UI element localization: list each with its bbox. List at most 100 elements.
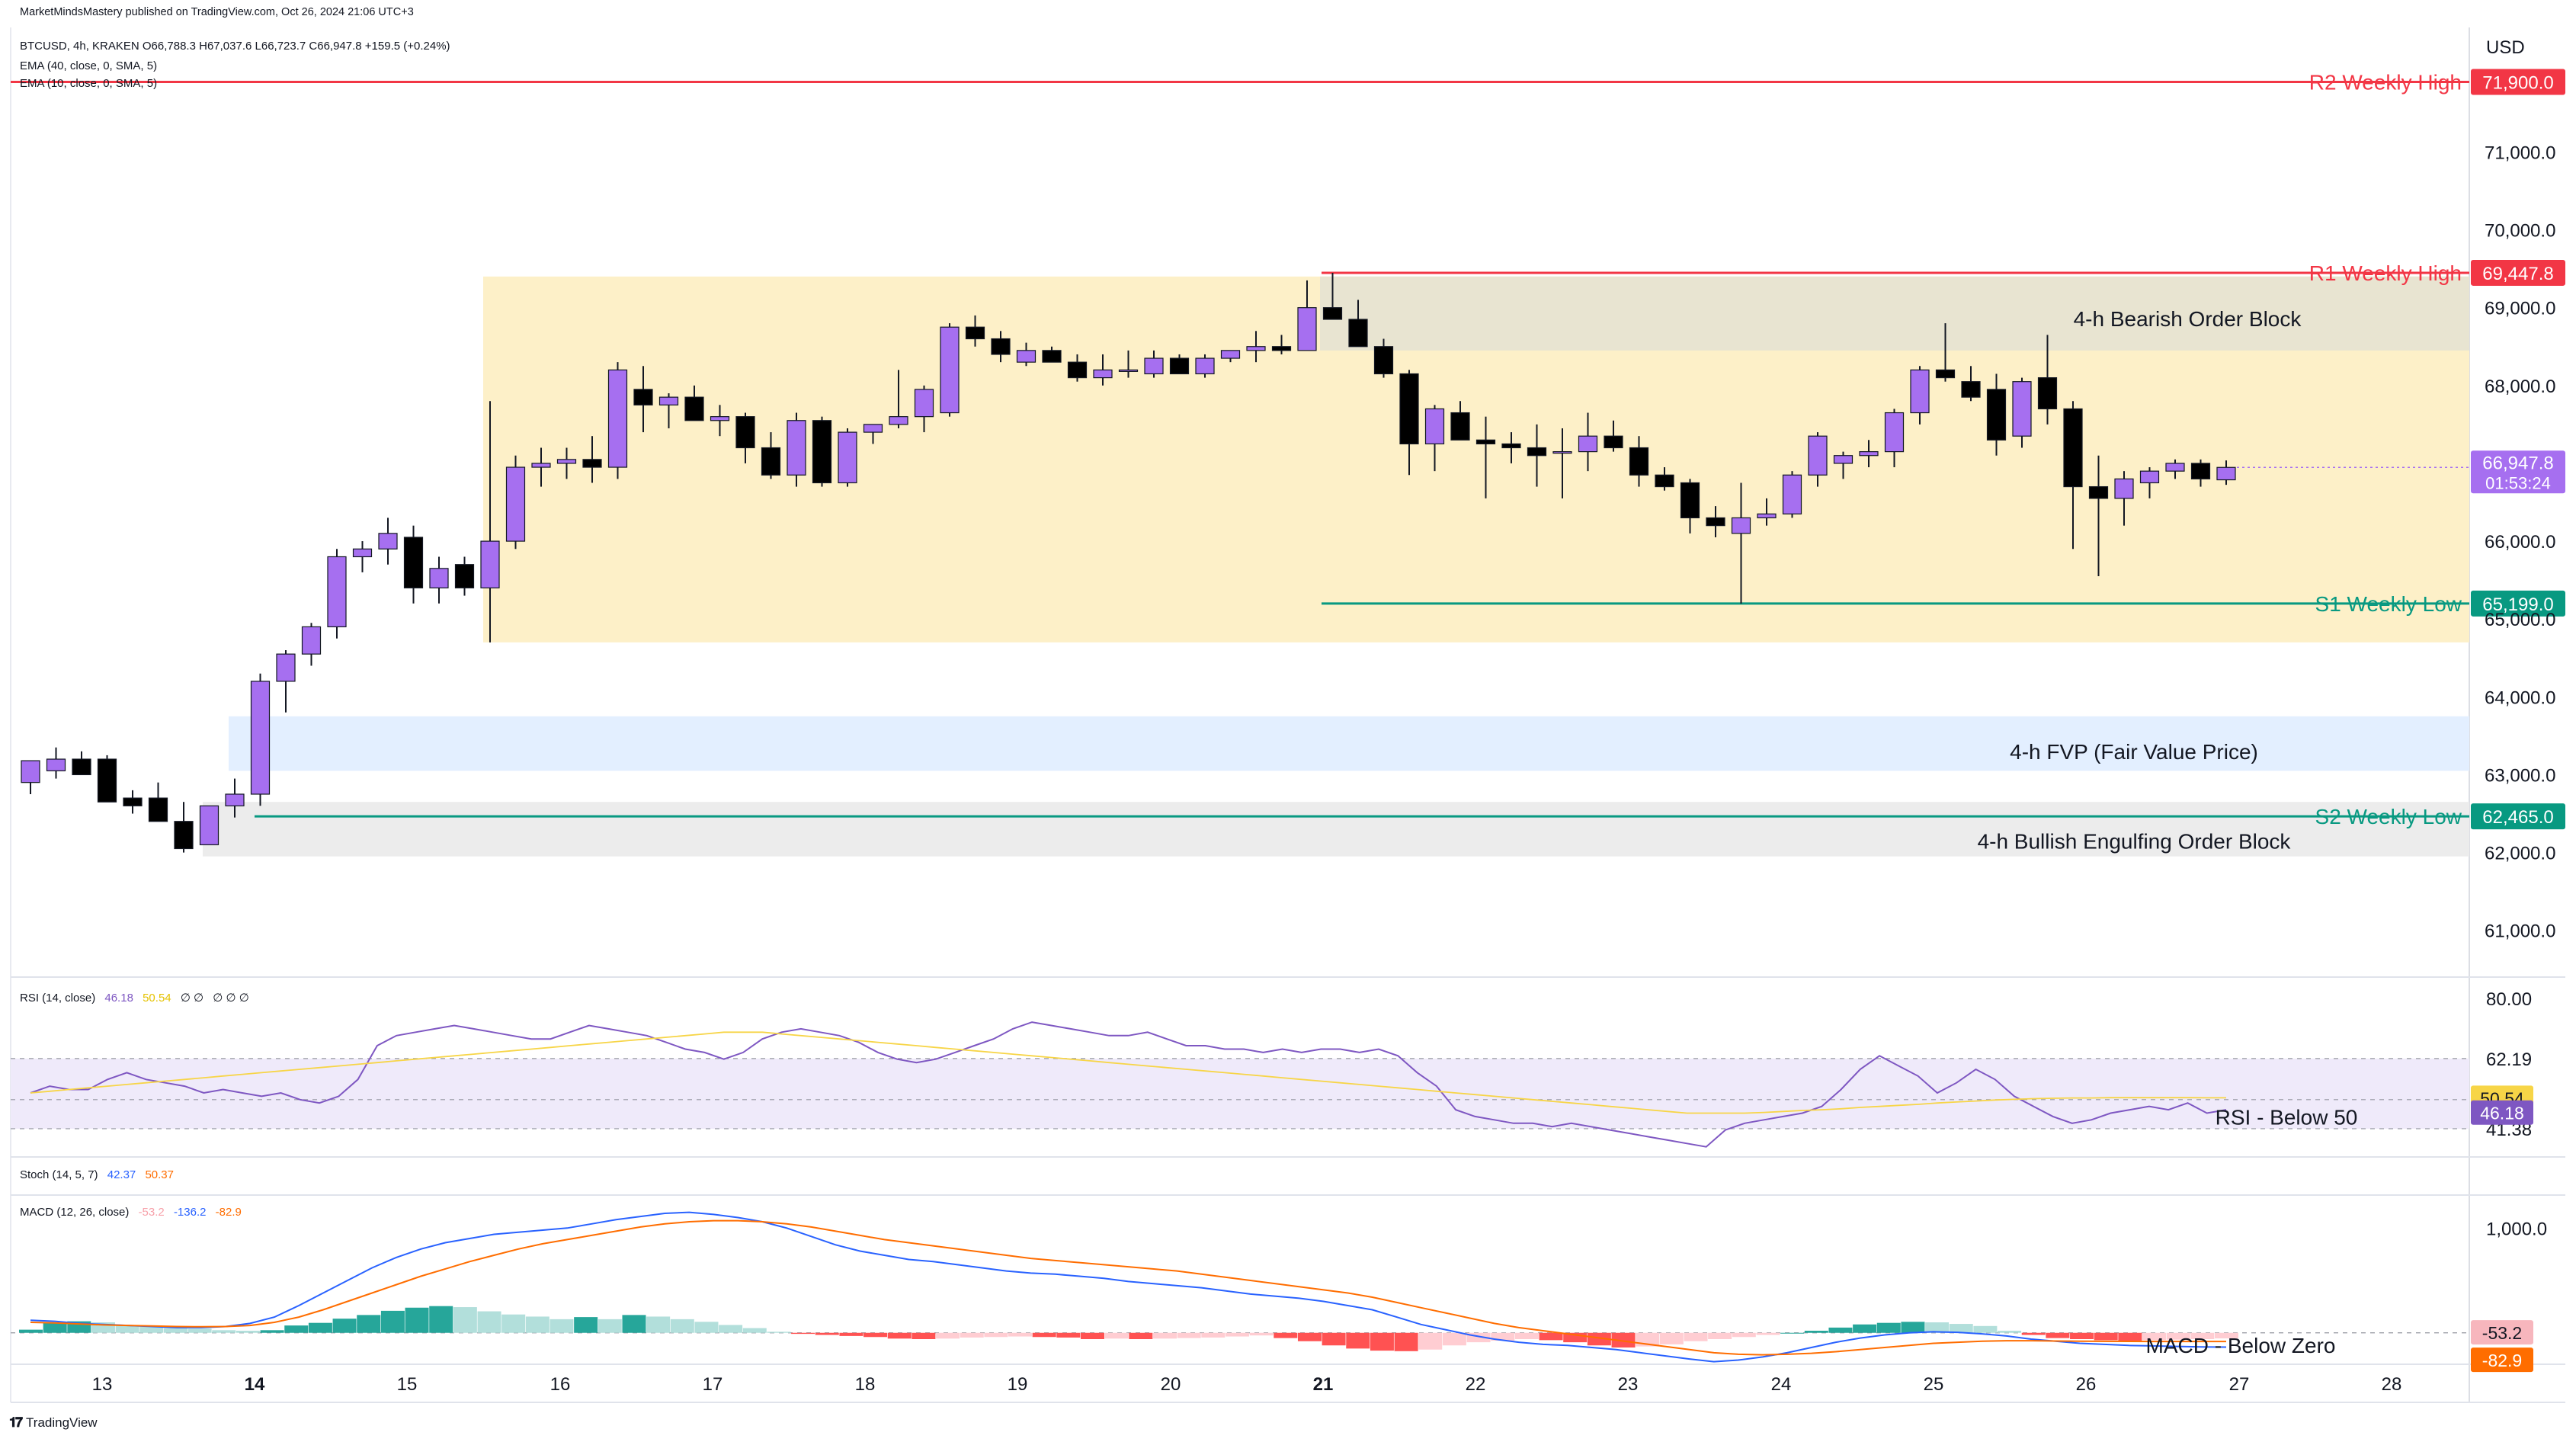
macd-histogram-bar bbox=[1322, 1332, 1346, 1346]
macd-histogram-bar bbox=[791, 1332, 815, 1335]
candle-body bbox=[1424, 408, 1445, 445]
macd-histogram-bar bbox=[2215, 1332, 2238, 1339]
macd-signal-value: -82.9 bbox=[215, 1206, 242, 1219]
macd-histogram-bar bbox=[984, 1332, 1008, 1338]
rsi-value-tag-1 bbox=[2471, 1100, 2533, 1125]
candle-body bbox=[1144, 357, 1164, 375]
candle-body bbox=[1016, 350, 1036, 363]
candle-body bbox=[1475, 439, 1496, 445]
level-text-1: R1 Weekly High bbox=[2309, 261, 2462, 285]
candle-body bbox=[1067, 361, 1088, 379]
candle-body bbox=[378, 533, 398, 550]
ohlc-values: O66,788.3 H67,037.6 L66,723.7 C66,947.8 … bbox=[142, 40, 450, 53]
candle-body bbox=[1655, 474, 1674, 488]
macd-histogram-bar bbox=[1732, 1332, 1756, 1338]
level-text-3: S2 Weekly Low bbox=[2315, 805, 2462, 828]
rsi-band bbox=[11, 1058, 2469, 1129]
candle-body bbox=[1833, 455, 1854, 464]
level-price-text-0: 71,900.0 bbox=[2482, 72, 2553, 93]
candle-body bbox=[1706, 517, 1725, 527]
macd-histogram-bar bbox=[742, 1328, 767, 1333]
x-axis-label: 21 bbox=[1313, 1374, 1334, 1395]
candle-body bbox=[940, 326, 960, 414]
ema-40-legend[interactable]: EMA (40, close, 0, SMA, 5) bbox=[20, 59, 158, 72]
macd-histogram-bar bbox=[1032, 1332, 1056, 1338]
macd-histogram-bar bbox=[19, 1329, 43, 1333]
price-tick-label: 65,000.0 bbox=[2485, 610, 2555, 630]
macd-histogram-bar bbox=[574, 1317, 598, 1333]
ema-10-legend[interactable]: EMA (10, close, 0, SMA, 5) bbox=[20, 77, 158, 90]
zone-label-1: 4-h Bearish Order Block bbox=[2074, 307, 2302, 331]
macd-histogram-bar bbox=[815, 1332, 839, 1335]
macd-histogram-bar bbox=[235, 1331, 260, 1333]
candle-body bbox=[2114, 478, 2134, 499]
candle-body bbox=[123, 797, 143, 806]
macd-histogram-bar bbox=[2118, 1332, 2142, 1341]
level-price-text-3: 62,465.0 bbox=[2482, 807, 2553, 828]
macd-histogram-bar bbox=[284, 1325, 309, 1333]
price-tick-label: 63,000.0 bbox=[2485, 765, 2555, 786]
x-axis-label: 25 bbox=[1924, 1374, 1944, 1395]
candle-body bbox=[1450, 412, 1470, 441]
macd-histogram-bar bbox=[115, 1325, 139, 1333]
macd-histogram-bar bbox=[1442, 1332, 1466, 1346]
zone-4 bbox=[203, 802, 2469, 857]
candle-body bbox=[1578, 435, 1598, 453]
candle-body bbox=[2165, 463, 2185, 472]
x-axis-label: 26 bbox=[2076, 1374, 2097, 1395]
macd-histogram-bar bbox=[1925, 1322, 1950, 1333]
zone-2 bbox=[1320, 276, 2469, 351]
macd-histogram-bar bbox=[405, 1307, 429, 1333]
macd-histogram-bar bbox=[2021, 1332, 2046, 1335]
candle-body bbox=[735, 416, 755, 449]
macd-histogram-bar bbox=[1491, 1332, 1515, 1341]
candle-body bbox=[1731, 517, 1751, 534]
candle-body bbox=[863, 424, 883, 433]
x-axis-label: 20 bbox=[1161, 1374, 1181, 1395]
x-axis-label: 28 bbox=[2382, 1374, 2402, 1395]
rsi-tick-label: 80.00 bbox=[2486, 989, 2532, 1010]
macd-histogram-bar bbox=[863, 1332, 888, 1338]
macd-histogram-bar bbox=[694, 1322, 719, 1333]
x-axis-label: 13 bbox=[92, 1374, 113, 1395]
candle-body bbox=[46, 758, 66, 771]
candle-body bbox=[21, 760, 40, 783]
x-axis-label: 18 bbox=[855, 1374, 876, 1395]
macd-histogram-bar bbox=[212, 1330, 236, 1333]
macd-histogram-bar bbox=[646, 1316, 671, 1333]
rsi-legend[interactable]: RSI (14, close) 46.18 50.54 ∅ ∅ ∅ ∅ ∅ bbox=[20, 991, 255, 1005]
macd-histogram-bar bbox=[1370, 1332, 1394, 1351]
rsi-series-0 bbox=[30, 1021, 2227, 1148]
candle-body bbox=[1271, 346, 1292, 351]
candle-body bbox=[812, 420, 832, 484]
level-price-tag-1 bbox=[2471, 259, 2565, 286]
macd-histogram-bar bbox=[163, 1328, 187, 1333]
candle-body bbox=[2063, 408, 2083, 488]
price-tick-label: 70,000.0 bbox=[2485, 221, 2555, 242]
candle-body bbox=[761, 447, 781, 476]
macd-histogram-bar bbox=[501, 1314, 526, 1333]
rsi-value: 46.18 bbox=[104, 992, 133, 1005]
macd-histogram-bar bbox=[1274, 1332, 1298, 1338]
macd-histogram-bar bbox=[1225, 1332, 1249, 1337]
stoch-legend[interactable]: Stoch (14, 5, 7) 42.37 50.37 bbox=[20, 1168, 180, 1181]
rsi-value-text-1: 46.18 bbox=[2480, 1104, 2524, 1123]
candle-body bbox=[965, 326, 985, 340]
macd-legend[interactable]: MACD (12, 26, close) -53.2 -136.2 -82.9 bbox=[20, 1206, 248, 1219]
macd-histogram-bar bbox=[2190, 1332, 2215, 1339]
macd-histogram-bar bbox=[1828, 1327, 1853, 1333]
tradingview-brand[interactable]: 𝟏𝟕 TradingView bbox=[9, 1415, 98, 1431]
macd-histogram-bar bbox=[1539, 1332, 1563, 1341]
macd-histogram-bar bbox=[1394, 1332, 1418, 1351]
macd-histogram-bar bbox=[477, 1311, 501, 1333]
macd-histogram-bar bbox=[912, 1332, 936, 1339]
x-axis-label: 17 bbox=[703, 1374, 723, 1395]
candle-body bbox=[1042, 350, 1062, 363]
macd-histogram-bar bbox=[767, 1331, 791, 1333]
candle-body bbox=[2012, 381, 2032, 437]
candle-body bbox=[1552, 451, 1572, 454]
candle-body bbox=[1169, 357, 1190, 375]
candle-body bbox=[1808, 435, 1828, 476]
macd-histogram-bar bbox=[887, 1332, 912, 1339]
